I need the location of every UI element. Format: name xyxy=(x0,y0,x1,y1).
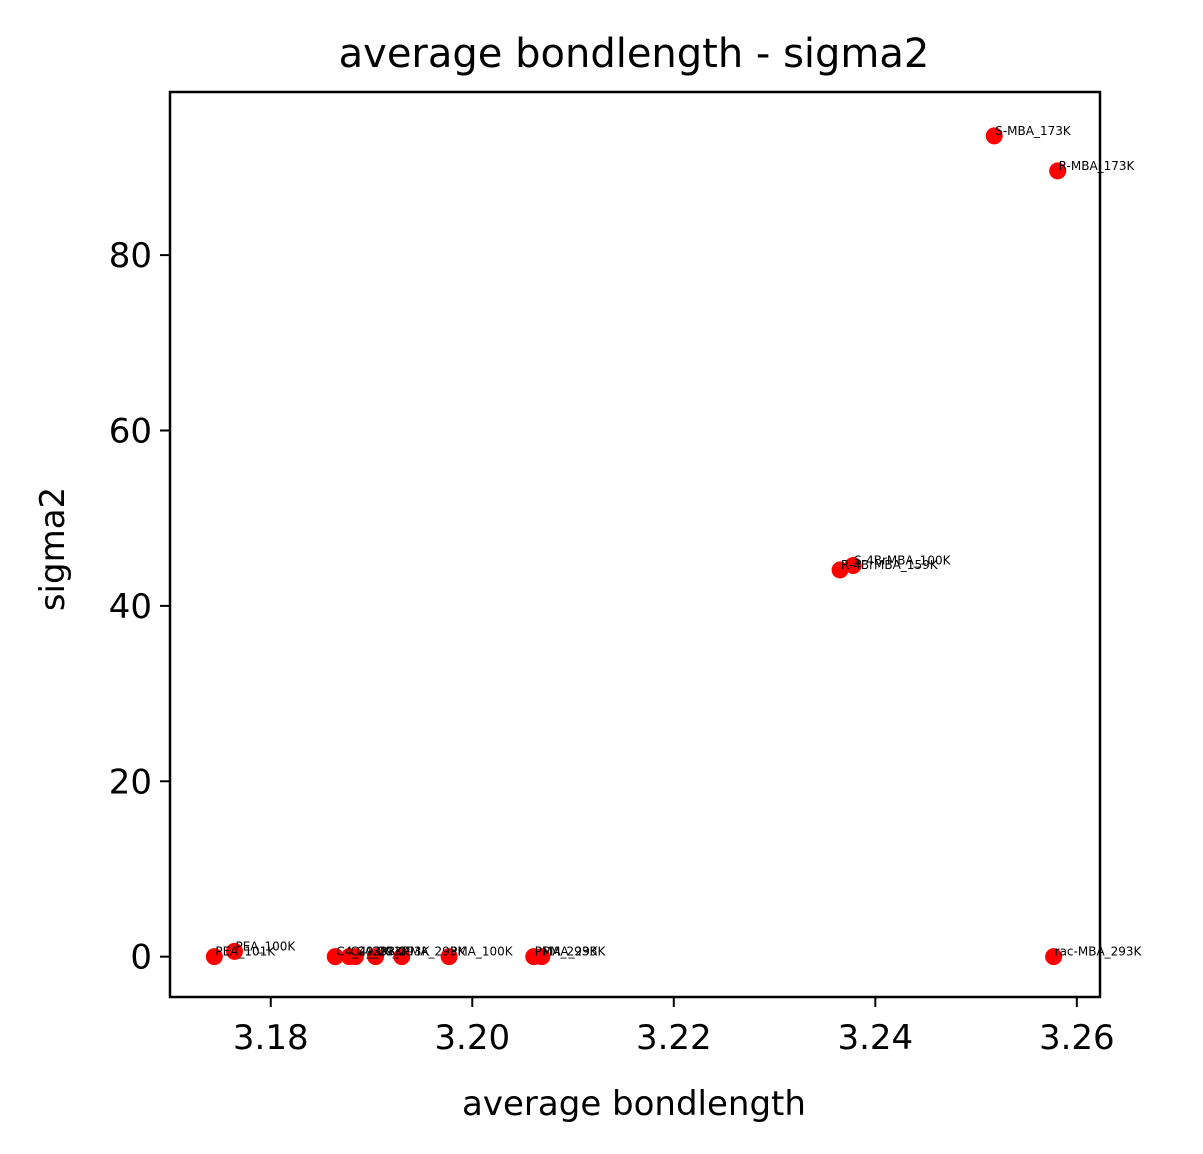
data-point-label: R-4BrMBA_159K xyxy=(841,558,939,572)
data-point xyxy=(831,561,849,579)
data-point xyxy=(985,127,1003,145)
y-tick-label: 40 xyxy=(109,587,152,627)
data-point-label: PMA_100K xyxy=(450,945,514,959)
x-tick-label: 3.24 xyxy=(837,1018,913,1058)
data-point-label: S-4BrMBA_100K xyxy=(854,554,951,568)
data-point xyxy=(326,948,344,966)
y-tick-label: 80 xyxy=(109,236,152,276)
y-axis-label: sigma2 xyxy=(33,487,73,611)
data-point-label: PEA_100K xyxy=(235,939,296,953)
x-tick-label: 3.26 xyxy=(1039,1018,1115,1058)
data-point xyxy=(367,948,385,966)
plot-frame xyxy=(168,90,1102,999)
data-point-label: R-MBA_173K xyxy=(1059,159,1136,173)
data-point-label: PMA_293K xyxy=(543,945,607,959)
data-points xyxy=(205,127,1067,966)
data-point-label: C4_293K xyxy=(336,945,390,959)
data-point-label: PMA_293K xyxy=(403,945,467,959)
data-point-label: rac-MBA_293K xyxy=(1055,945,1143,959)
y-tick-label: 0 xyxy=(130,938,152,978)
y-tick-label: 20 xyxy=(109,762,152,802)
x-tick-label: 3.20 xyxy=(434,1018,510,1058)
data-point-label: PEA_101K xyxy=(215,945,276,959)
y-tick-label: 60 xyxy=(109,411,152,451)
x-axis-label: average bondlength xyxy=(462,1084,806,1124)
data-point xyxy=(1045,948,1063,966)
chart-title: average bondlength - sigma2 xyxy=(339,31,930,77)
data-point xyxy=(1049,162,1067,180)
data-point-label: PMA_293K xyxy=(535,945,599,959)
data-point-label: C4_293K xyxy=(356,945,410,959)
data-point xyxy=(225,942,243,960)
data-point xyxy=(440,948,458,966)
data-point xyxy=(393,948,411,966)
data-point-label: C4_293K xyxy=(377,945,431,959)
data-point-label: S-MBA_173K xyxy=(995,124,1072,138)
data-point xyxy=(533,948,551,966)
axis-ticks: 3.18 3.20 3.22 3.24 3.26 0 20 40 60 80 xyxy=(109,236,1115,1058)
x-tick-label: 3.22 xyxy=(636,1018,712,1058)
data-point xyxy=(346,948,364,966)
x-tick-label: 3.18 xyxy=(233,1018,309,1058)
data-point xyxy=(205,948,223,966)
data-point xyxy=(844,557,862,575)
data-point-label: C4_293K xyxy=(350,945,404,959)
